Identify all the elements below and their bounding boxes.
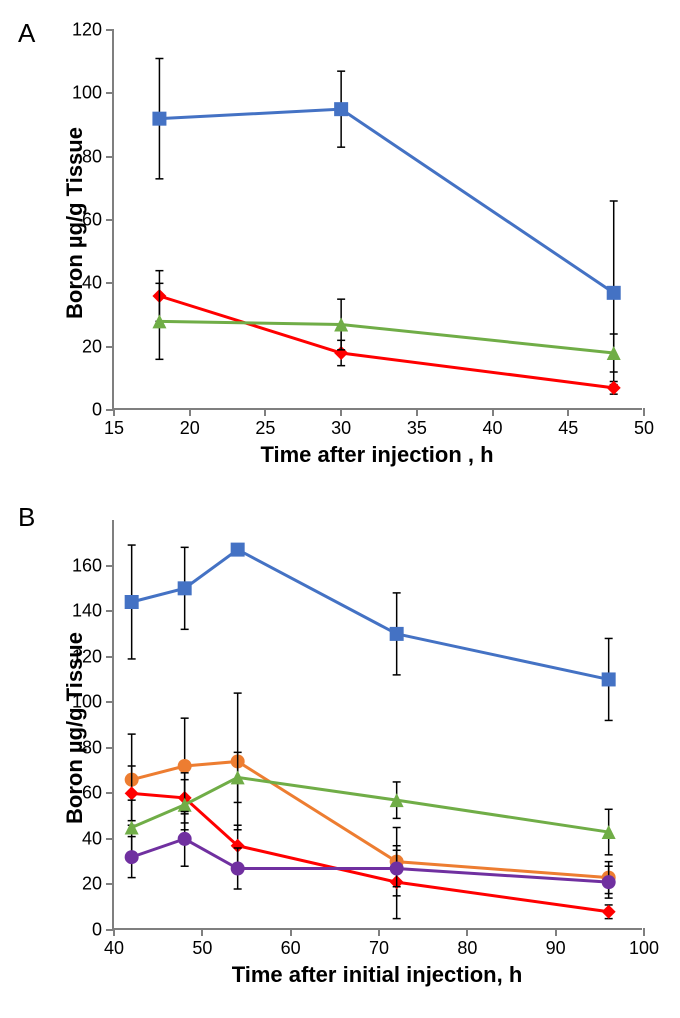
x-ticklabel: 40: [94, 928, 134, 959]
marker-blue-square: [152, 112, 166, 126]
panel-b-plot: 020406080100120140160405060708090100: [112, 520, 642, 930]
marker-blue-square: [125, 595, 139, 609]
x-ticklabel: 70: [359, 928, 399, 959]
x-ticklabel: 30: [321, 408, 361, 439]
x-ticklabel: 15: [94, 408, 134, 439]
x-ticklabel: 80: [447, 928, 487, 959]
marker-purple-circle: [231, 862, 245, 876]
x-ticklabel: 40: [473, 408, 513, 439]
x-ticklabel: 35: [397, 408, 437, 439]
x-ticklabel: 50: [624, 408, 664, 439]
marker-red-diamond: [125, 786, 139, 800]
marker-blue-square: [334, 102, 348, 116]
marker-red-diamond: [607, 381, 621, 395]
panel-a-svg: [114, 30, 644, 410]
marker-red-diamond: [602, 905, 616, 919]
x-ticklabel: 90: [536, 928, 576, 959]
marker-blue-square: [178, 581, 192, 595]
marker-blue-square: [602, 672, 616, 686]
series-line-green-triangle: [132, 777, 609, 832]
series-line-blue-square: [159, 109, 613, 293]
marker-orange-circle: [178, 759, 192, 773]
marker-purple-circle: [390, 862, 404, 876]
panel-b-xlabel: Time after initial injection, h: [112, 962, 642, 988]
panel-a-ylabel: Boron µg/g Tissue: [62, 98, 88, 348]
panel-b-label: B: [18, 502, 35, 533]
y-ticklabel: 160: [54, 555, 114, 576]
series-line-blue-square: [132, 550, 609, 680]
y-ticklabel: 120: [54, 20, 114, 41]
series-line-red-diamond: [159, 296, 613, 388]
series-line-orange-circle: [132, 761, 609, 877]
marker-blue-square: [231, 543, 245, 557]
x-ticklabel: 25: [245, 408, 285, 439]
y-ticklabel: 20: [54, 874, 114, 895]
marker-purple-circle: [178, 832, 192, 846]
panel-a-plot: 0204060801001201520253035404550: [112, 30, 642, 410]
series-line-red-diamond: [132, 793, 609, 911]
x-ticklabel: 20: [170, 408, 210, 439]
panel-a-xlabel: Time after injection , h: [112, 442, 642, 468]
marker-green-triangle: [125, 821, 139, 835]
x-ticklabel: 50: [182, 928, 222, 959]
marker-blue-square: [390, 627, 404, 641]
marker-purple-circle: [602, 875, 616, 889]
panel-b-ylabel: Boron µg/g Tissue: [62, 603, 88, 853]
marker-purple-circle: [125, 850, 139, 864]
panel-b-svg: [114, 520, 644, 930]
x-ticklabel: 60: [271, 928, 311, 959]
series-line-green-triangle: [159, 321, 613, 353]
panel-a-label: A: [18, 18, 35, 49]
x-ticklabel: 100: [624, 928, 664, 959]
x-ticklabel: 45: [548, 408, 588, 439]
marker-blue-square: [607, 286, 621, 300]
